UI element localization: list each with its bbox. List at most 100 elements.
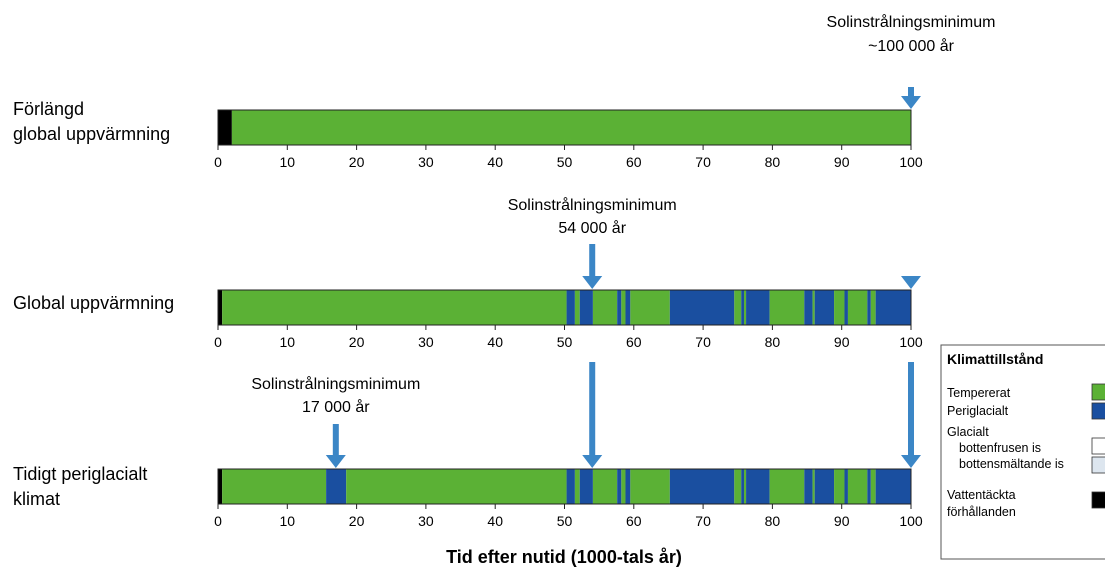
legend-frame bbox=[940, 344, 1105, 560]
tick-label: 80 bbox=[765, 154, 781, 170]
climate-segment-periglacial bbox=[867, 469, 871, 504]
legend-item: bottensmältande is bbox=[959, 456, 1105, 474]
climate-segment-periglacial bbox=[566, 469, 575, 504]
tick-label: 60 bbox=[626, 513, 642, 529]
legend-swatch-warm_glacial bbox=[1091, 456, 1105, 474]
climate-segment-temperate bbox=[222, 290, 567, 325]
legend-label: Tempererat bbox=[947, 386, 1011, 400]
row-label-line: Global uppvärmning bbox=[13, 293, 174, 313]
scenario-row-2: Global uppvärmning 0 10 20 30 40 50 60 70 80 90 100 bbox=[13, 244, 923, 350]
climate-segment-submerged bbox=[218, 290, 223, 325]
climate-segment-periglacial bbox=[579, 469, 593, 504]
climate-segment-periglacial bbox=[875, 469, 911, 504]
tick-label: 0 bbox=[214, 334, 222, 350]
x-axis-ticks: 0 10 20 30 40 50 60 70 80 90 100 bbox=[214, 145, 923, 170]
climate-segment-temperate bbox=[847, 469, 868, 504]
annotation-line: ~100 000 år bbox=[868, 37, 955, 55]
climate-segment-periglacial bbox=[746, 290, 770, 325]
tick-label: 100 bbox=[899, 154, 923, 170]
climate-segment-periglacial bbox=[844, 469, 848, 504]
climate-segment-periglacial bbox=[617, 469, 622, 504]
climate-segment-temperate bbox=[621, 469, 626, 504]
tick-label: 10 bbox=[280, 154, 296, 170]
climate-segment-temperate bbox=[769, 469, 805, 504]
climate-segment-periglacial bbox=[741, 290, 744, 325]
x-axis-ticks: 0 10 20 30 40 50 60 70 80 90 100 bbox=[214, 504, 923, 529]
tick-label: 100 bbox=[899, 334, 923, 350]
climate-segment-periglacial bbox=[867, 290, 871, 325]
climate-segment-temperate bbox=[222, 469, 327, 504]
tick-label: 30 bbox=[418, 154, 434, 170]
legend-swatch-periglacial bbox=[1091, 402, 1105, 420]
climate-segment-temperate bbox=[847, 290, 868, 325]
climate-segment-temperate bbox=[574, 469, 580, 504]
climate-segment-temperate bbox=[574, 290, 580, 325]
tick-label: 60 bbox=[626, 154, 642, 170]
scenario-row-1: Förlängd global uppvärmning 0 10 20 30 40 50 60 7… bbox=[13, 87, 923, 170]
tick-label: 20 bbox=[349, 154, 365, 170]
climate-segment-periglacial bbox=[804, 290, 813, 325]
tick-label: 40 bbox=[487, 513, 503, 529]
tick-label: 90 bbox=[834, 334, 850, 350]
legend-item: Glacialt bbox=[947, 425, 989, 439]
climate-segment-periglacial bbox=[746, 469, 770, 504]
climate-segment-periglacial bbox=[579, 290, 593, 325]
climate-segment-temperate bbox=[812, 469, 815, 504]
legend-swatch-temperate bbox=[1091, 383, 1105, 401]
tick-label: 30 bbox=[418, 334, 434, 350]
legend-label: bottensmältande is bbox=[959, 457, 1064, 471]
climate-segment-temperate bbox=[769, 290, 805, 325]
legend-label: Periglacialt bbox=[947, 404, 1009, 418]
climate-segment-temperate bbox=[812, 290, 815, 325]
row-label-line: Tidigt periglacialt bbox=[13, 464, 147, 484]
climate-segment-periglacial bbox=[625, 290, 631, 325]
tick-label: 20 bbox=[349, 513, 365, 529]
climate-segment-periglacial bbox=[804, 469, 813, 504]
insolation-arrow bbox=[901, 276, 921, 289]
annotation-line: 54 000 år bbox=[558, 219, 626, 237]
tick-label: 90 bbox=[834, 154, 850, 170]
legend-item: bottenfrusen is bbox=[959, 437, 1105, 455]
insolation-minimum-annotation: Solinstrålningsminimum ~100 000 år bbox=[827, 13, 996, 55]
tick-label: 20 bbox=[349, 334, 365, 350]
legend-label: förhållanden bbox=[947, 505, 1016, 519]
insolation-arrow bbox=[325, 424, 346, 468]
climate-segment-temperate bbox=[743, 290, 747, 325]
legend-items: Tempererat Periglacialt Glacialt bottenfrus… bbox=[947, 383, 1105, 519]
climate-segment-periglacial bbox=[814, 469, 835, 504]
climate-segment-submerged bbox=[218, 110, 232, 145]
insolation-arrow bbox=[582, 244, 603, 289]
annotation-line: 17 000 år bbox=[302, 398, 370, 416]
tick-label: 0 bbox=[214, 154, 222, 170]
tick-label: 90 bbox=[834, 513, 850, 529]
legend-label: Glacialt bbox=[947, 425, 989, 439]
tick-label: 80 bbox=[765, 513, 781, 529]
tick-label: 40 bbox=[487, 154, 503, 170]
climate-segment-periglacial bbox=[625, 469, 631, 504]
tick-label: 70 bbox=[695, 154, 711, 170]
climate-segment-temperate bbox=[630, 290, 670, 325]
tick-label: 0 bbox=[214, 513, 222, 529]
climate-segment-temperate bbox=[231, 110, 912, 145]
climate-segment-temperate bbox=[592, 290, 618, 325]
tick-label: 10 bbox=[280, 334, 296, 350]
scenario-rows: Förlängd global uppvärmning 0 10 20 30 40 50 60 7… bbox=[13, 87, 923, 529]
row-label-line: Förlängd bbox=[13, 99, 84, 119]
annotation-line: Solinstrålningsminimum bbox=[827, 13, 996, 31]
tick-label: 80 bbox=[765, 334, 781, 350]
legend-item: Vattentäckta bbox=[947, 488, 1016, 502]
row-label-line: global uppvärmning bbox=[13, 124, 170, 144]
legend: Klimattillstånd Tempererat Periglacialt Gl… bbox=[940, 344, 1105, 560]
legend-label: Vattentäckta bbox=[947, 488, 1016, 502]
climate-segment-periglacial bbox=[669, 469, 735, 504]
climate-segment-temperate bbox=[734, 290, 742, 325]
tick-label: 70 bbox=[695, 513, 711, 529]
climate-segment-temperate bbox=[592, 469, 618, 504]
tick-label: 40 bbox=[487, 334, 503, 350]
climate-segment-temperate bbox=[743, 469, 747, 504]
climate-segment-periglacial bbox=[566, 290, 575, 325]
climate-segment-submerged bbox=[218, 469, 223, 504]
climate-segment-periglacial bbox=[741, 469, 744, 504]
legend-swatch-cold_glacial bbox=[1091, 437, 1105, 455]
